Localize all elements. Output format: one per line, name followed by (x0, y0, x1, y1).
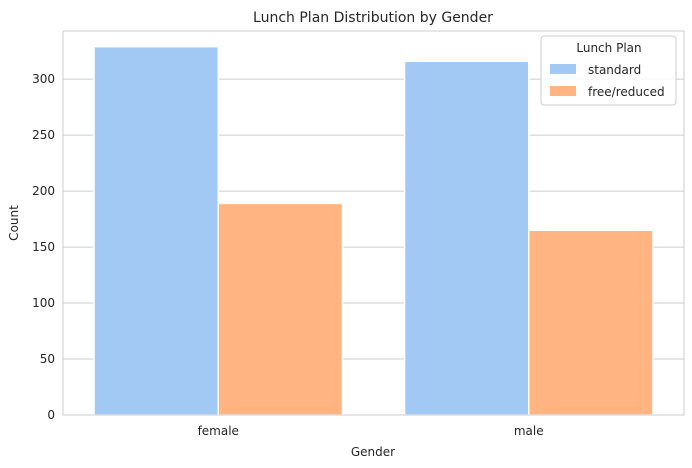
y-tick-label: 150 (32, 240, 55, 254)
y-tick-label: 50 (40, 352, 55, 366)
y-tick-labels: 0 50 100 150 200 250 300 (32, 72, 55, 422)
x-tick-label: female (198, 424, 239, 438)
plot-frame (62, 30, 685, 416)
y-tick-label: 300 (32, 72, 55, 86)
y-axis-title: Count (7, 205, 21, 241)
x-tick-label: male (514, 424, 544, 438)
legend: Lunch Plan standard free/reduced (540, 35, 677, 106)
bar-standard-female (93, 45, 219, 416)
legend-swatch (550, 64, 576, 74)
legend-swatch (550, 86, 576, 96)
bar-free-reduced-male (528, 229, 654, 416)
y-tick-label: 100 (32, 296, 55, 310)
x-tick-labels: female male (198, 424, 544, 438)
chart-title: Lunch Plan Distribution by Gender (253, 10, 493, 26)
legend-label: standard (588, 63, 641, 77)
legend-label: free/reduced (588, 85, 665, 99)
legend-entries: standard free/reduced (550, 63, 665, 99)
bar-free-reduced-female (217, 202, 344, 416)
bar-standard-male (403, 60, 530, 416)
legend-title: Lunch Plan (576, 41, 641, 55)
y-tick-label: 250 (32, 128, 55, 142)
y-tick-label: 200 (32, 184, 55, 198)
x-axis-title: Gender (351, 445, 395, 459)
y-tick-label: 0 (47, 408, 55, 422)
